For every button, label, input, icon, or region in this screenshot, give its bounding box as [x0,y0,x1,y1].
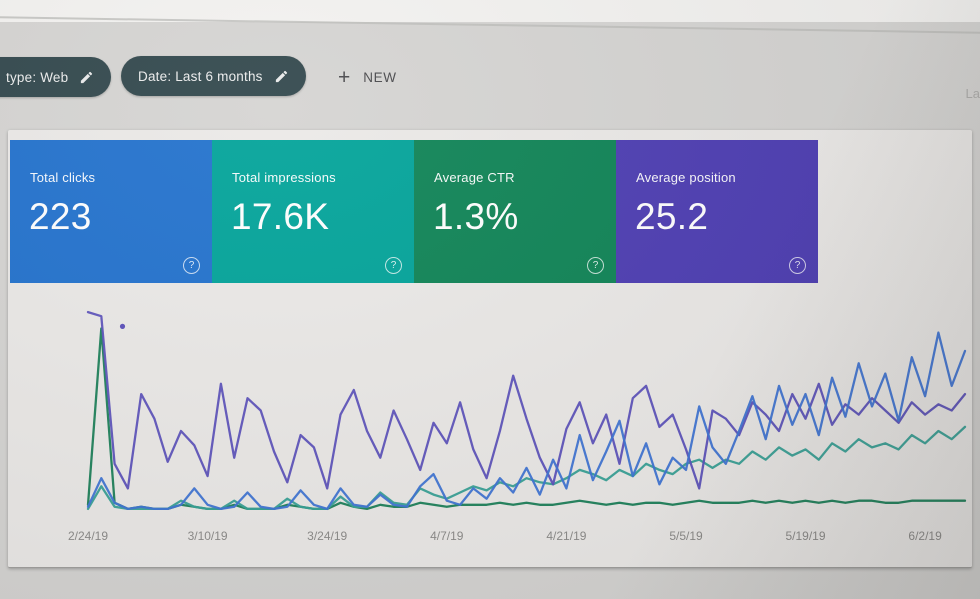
series-line-clicks [86,331,967,511]
x-axis-label: 5/5/19 [669,529,703,543]
x-axis-label: 4/21/19 [546,529,586,543]
monitor-top-strip [0,0,980,22]
series-line-ctr [86,327,967,511]
total-impressions-card[interactable]: Total impressions 17.6K ? [212,140,414,283]
average-ctr-card[interactable]: Average CTR 1.3% ? [414,140,616,283]
x-axis-label: 3/10/19 [188,529,228,543]
x-axis-label: 2/24/19 [68,529,108,543]
total-clicks-label: Total clicks [30,170,96,185]
x-axis-label: 5/19/19 [785,529,825,543]
date-chip-label: Date: Last 6 months [138,68,263,84]
performance-chart: 2/24/19 3/10/19 3/24/19 4/7/19 4/21/19 5/5/19… [68,310,967,543]
new-button-label: NEW [363,69,397,85]
help-icon[interactable]: ? [587,257,604,274]
plus-icon: + [338,65,351,89]
performance-chart-area: 2/24/19 3/10/19 3/24/19 4/7/19 4/21/19 5/5/19… [8,300,972,556]
date-filter-chip[interactable]: Date: Last 6 months [121,56,306,96]
x-axis-label: 6/2/19 [908,529,942,543]
series-line-impressions [86,425,967,511]
search-type-chip-label: type: Web [6,69,69,85]
help-icon[interactable]: ? [789,257,806,274]
new-filter-button[interactable]: + NEW [332,60,403,94]
average-position-card[interactable]: Average position 25.2 ? [616,140,818,283]
x-axis-label: 4/7/19 [430,529,464,543]
metric-cards-row: Total clicks 223 ? Total impressions 17.… [10,140,818,283]
average-position-value: 25.2 [635,196,709,237]
help-icon[interactable]: ? [385,257,402,274]
edit-icon[interactable] [79,70,94,85]
total-clicks-value: 223 [29,196,92,237]
series-line-position [86,310,967,490]
total-impressions-value: 17.6K [231,196,330,237]
search-type-filter-chip[interactable]: type: Web [0,57,112,97]
edit-icon[interactable] [274,69,289,84]
total-impressions-label: Total impressions [232,170,336,185]
help-icon[interactable]: ? [183,257,200,274]
total-clicks-card[interactable]: Total clicks 223 ? [10,140,212,283]
average-position-label: Average position [636,170,736,185]
performance-panel: Total clicks 223 ? Total impressions 17.… [8,130,972,568]
average-ctr-value: 1.3% [433,196,519,237]
x-axis-label: 3/24/19 [307,529,347,543]
stray-data-point [119,323,126,329]
average-ctr-label: Average CTR [434,170,515,185]
clipped-top-right-text: La [965,86,980,101]
